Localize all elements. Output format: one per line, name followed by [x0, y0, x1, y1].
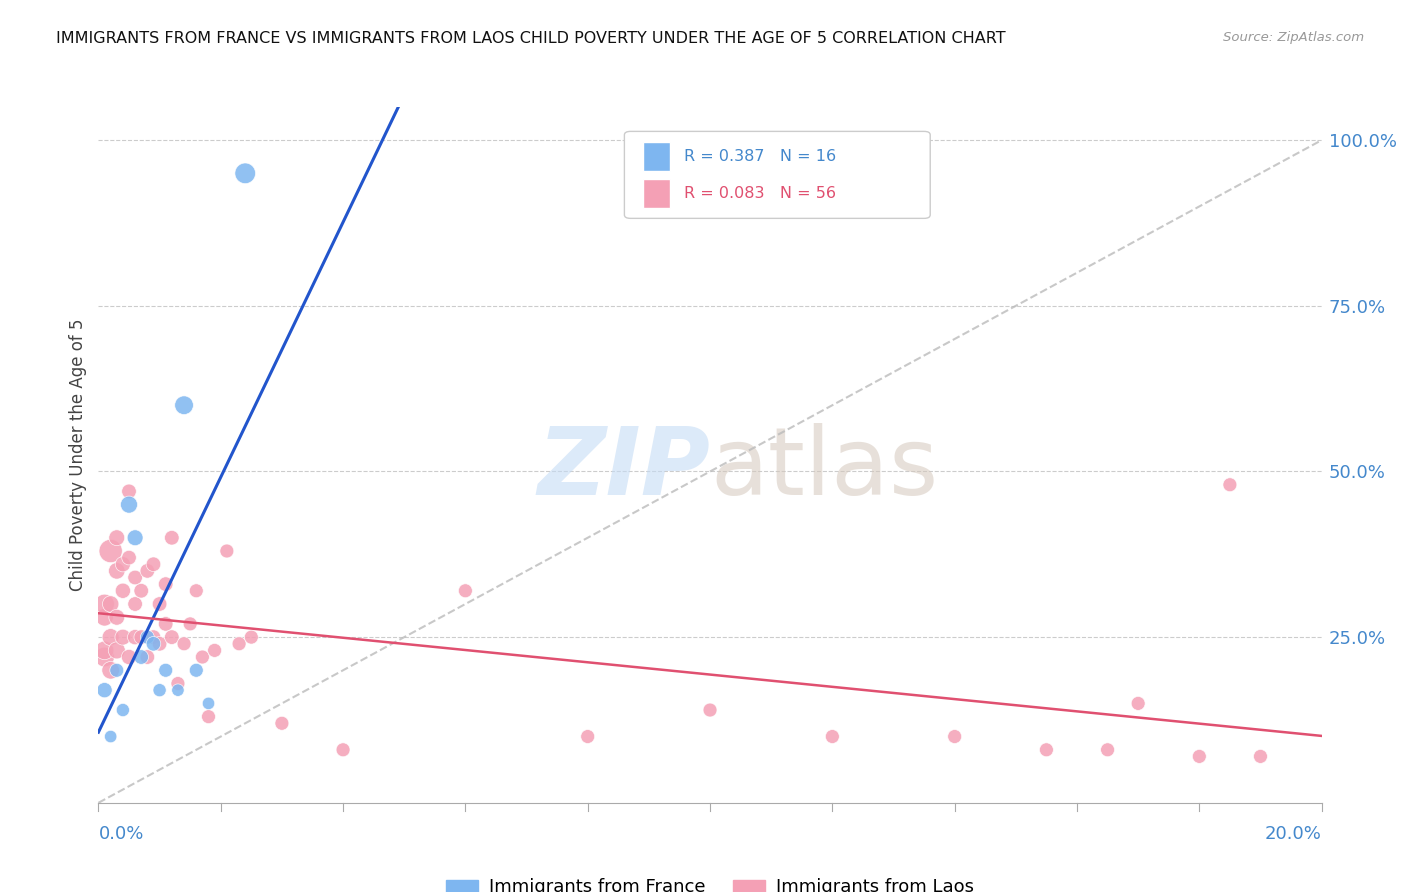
Point: [105, 663, 128, 677]
Point: [173, 398, 195, 412]
Bar: [643, 179, 669, 209]
Point: [149, 683, 172, 698]
Point: [142, 637, 165, 651]
Point: [197, 697, 219, 711]
Point: [105, 643, 128, 657]
Point: [204, 643, 226, 657]
Point: [118, 484, 141, 499]
Point: [155, 577, 177, 591]
FancyBboxPatch shape: [624, 131, 931, 219]
Point: [100, 730, 122, 744]
Point: [1128, 697, 1150, 711]
Point: [191, 650, 214, 665]
Point: [93, 683, 115, 698]
Point: [186, 663, 208, 677]
Text: 20.0%: 20.0%: [1265, 825, 1322, 843]
Point: [93, 610, 115, 624]
Point: [454, 583, 477, 598]
Point: [111, 703, 134, 717]
Point: [111, 558, 134, 572]
Point: [93, 643, 115, 657]
Point: [197, 709, 219, 723]
Point: [105, 610, 128, 624]
Text: Source: ZipAtlas.com: Source: ZipAtlas.com: [1223, 31, 1364, 45]
Point: [576, 730, 599, 744]
Y-axis label: Child Poverty Under the Age of 5: Child Poverty Under the Age of 5: [69, 318, 87, 591]
Point: [142, 558, 165, 572]
Point: [186, 583, 208, 598]
Point: [93, 597, 115, 611]
Point: [100, 663, 122, 677]
Point: [699, 703, 721, 717]
Text: ZIP: ZIP: [537, 423, 710, 515]
Point: [155, 616, 177, 631]
Point: [118, 650, 141, 665]
Point: [129, 630, 152, 644]
Point: [167, 683, 190, 698]
Point: [142, 630, 165, 644]
Point: [240, 630, 263, 644]
Point: [129, 583, 152, 598]
Point: [111, 583, 134, 598]
Point: [100, 544, 122, 558]
Point: [105, 564, 128, 578]
Point: [1249, 749, 1271, 764]
Point: [111, 630, 134, 644]
Point: [129, 650, 152, 665]
Text: R = 0.387   N = 16: R = 0.387 N = 16: [685, 149, 837, 164]
Point: [124, 597, 146, 611]
Point: [124, 531, 146, 545]
Point: [1097, 743, 1119, 757]
Point: [173, 637, 195, 651]
Point: [1188, 749, 1211, 764]
Point: [179, 616, 201, 631]
Text: IMMIGRANTS FROM FRANCE VS IMMIGRANTS FROM LAOS CHILD POVERTY UNDER THE AGE OF 5 : IMMIGRANTS FROM FRANCE VS IMMIGRANTS FRO…: [56, 31, 1005, 46]
Point: [149, 597, 172, 611]
Point: [332, 743, 354, 757]
Text: R = 0.083   N = 56: R = 0.083 N = 56: [685, 186, 837, 202]
Point: [215, 544, 238, 558]
Point: [228, 637, 250, 651]
Point: [136, 650, 159, 665]
Point: [118, 498, 141, 512]
Point: [136, 630, 159, 644]
Point: [233, 166, 256, 180]
Point: [100, 630, 122, 644]
Point: [1035, 743, 1057, 757]
Point: [100, 597, 122, 611]
Point: [821, 730, 844, 744]
Text: atlas: atlas: [710, 423, 938, 515]
Text: 0.0%: 0.0%: [98, 825, 143, 843]
Point: [118, 550, 141, 565]
Point: [160, 531, 183, 545]
Point: [160, 630, 183, 644]
Bar: [643, 142, 669, 171]
Point: [149, 637, 172, 651]
Point: [124, 570, 146, 584]
Point: [155, 663, 177, 677]
Point: [1219, 477, 1241, 491]
Point: [136, 564, 159, 578]
Point: [167, 676, 190, 690]
Legend: Immigrants from France, Immigrants from Laos: Immigrants from France, Immigrants from …: [439, 871, 981, 892]
Point: [93, 650, 115, 665]
Point: [124, 630, 146, 644]
Point: [943, 730, 966, 744]
Point: [270, 716, 292, 731]
Point: [105, 531, 128, 545]
